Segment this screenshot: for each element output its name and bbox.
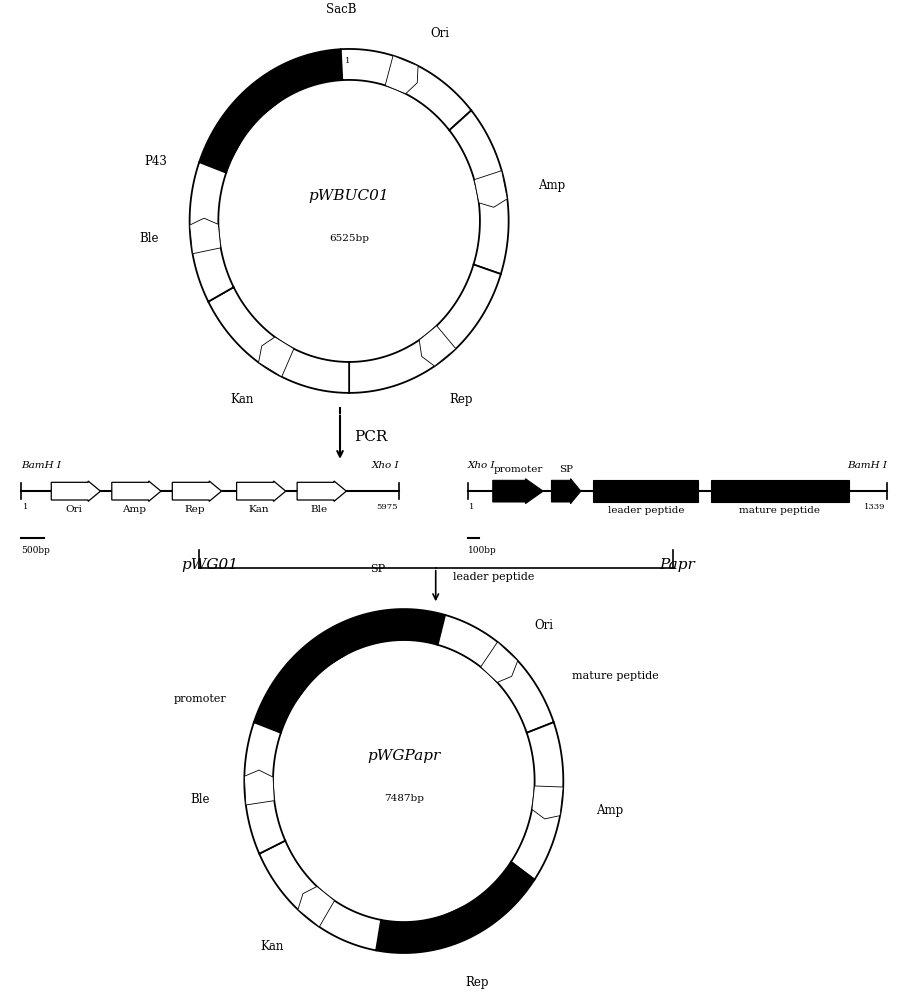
Polygon shape [244,770,274,805]
Text: Kan: Kan [260,940,284,953]
Text: PCR: PCR [354,430,387,444]
Text: Ori: Ori [430,27,449,40]
Polygon shape [199,49,342,173]
Text: leader peptide: leader peptide [608,506,684,515]
Text: leader peptide: leader peptide [453,572,535,582]
Polygon shape [244,722,285,854]
Polygon shape [341,49,471,130]
Polygon shape [474,171,507,207]
Text: Rep: Rep [184,505,204,514]
Text: BamH I: BamH I [21,461,61,470]
FancyArrow shape [551,479,580,504]
Text: Ble: Ble [139,232,159,245]
FancyArrow shape [237,481,286,501]
Polygon shape [190,218,221,254]
Text: pWBUC01: pWBUC01 [309,189,390,203]
Text: Papr: Papr [659,558,695,572]
Text: 500bp: 500bp [21,546,50,555]
Bar [593,480,698,502]
Polygon shape [385,56,418,94]
Bar [711,480,849,502]
FancyArrow shape [297,481,347,501]
Text: 100bp: 100bp [468,546,496,555]
Text: 1339: 1339 [864,503,885,511]
Polygon shape [511,722,563,880]
Polygon shape [419,326,456,366]
FancyArrow shape [51,481,101,501]
Text: Kan: Kan [230,393,253,406]
Text: pWGPapr: pWGPapr [367,749,440,763]
Text: 1: 1 [23,503,28,511]
Text: SacB: SacB [326,3,357,16]
Polygon shape [481,642,518,682]
Text: 1: 1 [400,617,405,625]
Text: pWG01: pWG01 [182,558,238,572]
Text: Ble: Ble [191,793,210,806]
Polygon shape [376,862,535,953]
Polygon shape [437,615,554,733]
Text: 6525bp: 6525bp [329,234,370,243]
Text: mature peptide: mature peptide [739,506,821,515]
Polygon shape [271,662,309,702]
Polygon shape [190,162,234,302]
Text: 1: 1 [346,57,350,65]
Text: Ori: Ori [65,505,82,514]
Polygon shape [260,841,381,950]
FancyArrow shape [492,479,543,504]
Text: P43: P43 [145,155,167,168]
Text: Xho I: Xho I [371,461,399,470]
Text: SP: SP [370,564,385,574]
Text: Ori: Ori [534,619,553,632]
Text: Rep: Rep [449,393,472,406]
Text: Amp: Amp [537,179,565,192]
FancyArrow shape [172,481,222,501]
Text: promoter: promoter [493,465,543,474]
Polygon shape [298,886,335,927]
Text: 5975: 5975 [376,503,397,511]
Text: Rep: Rep [465,976,489,989]
Text: mature peptide: mature peptide [572,671,659,681]
Text: Amp: Amp [122,505,146,514]
Text: BamH I: BamH I [847,461,887,470]
Polygon shape [449,110,509,274]
Polygon shape [259,337,293,377]
Text: Xho I: Xho I [468,461,495,470]
FancyArrow shape [112,481,161,501]
Text: Amp: Amp [597,804,624,817]
Polygon shape [254,609,445,733]
Text: Kan: Kan [249,505,269,514]
Text: Ble: Ble [311,505,327,514]
Polygon shape [315,624,349,664]
Polygon shape [205,121,243,159]
Polygon shape [532,786,563,819]
Text: promoter: promoter [173,694,226,704]
Polygon shape [245,74,281,115]
Text: SP: SP [559,465,573,474]
Text: 7487bp: 7487bp [384,794,424,803]
Polygon shape [208,287,349,393]
Text: 1: 1 [470,503,475,511]
Polygon shape [444,906,479,944]
Polygon shape [349,265,501,393]
